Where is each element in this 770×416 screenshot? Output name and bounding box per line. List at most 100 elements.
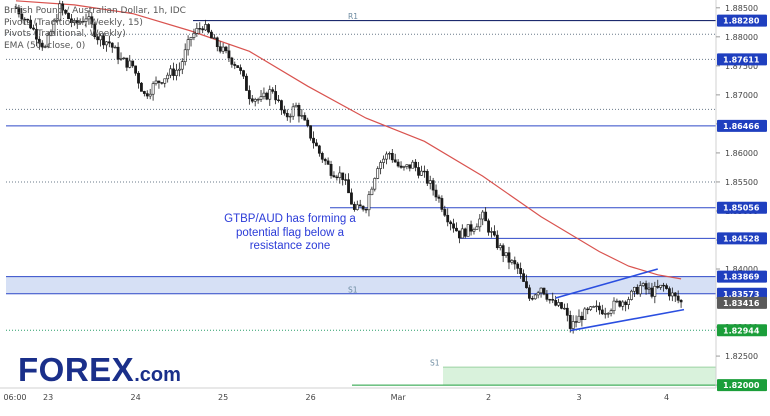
candle-body-178	[533, 294, 537, 300]
candle-body-193	[577, 315, 581, 323]
candle-body-182	[545, 293, 549, 300]
level-label-0: R1	[348, 12, 358, 21]
candle-body-161	[484, 211, 488, 222]
candle-body-119	[361, 205, 365, 210]
candle-body-212	[633, 286, 636, 292]
candle-body-82	[253, 99, 257, 102]
candle-body-14	[55, 20, 59, 22]
candle-body-162	[487, 220, 490, 233]
candle-body-211	[630, 290, 633, 300]
candle-body-199	[595, 305, 598, 308]
candle-body-59	[186, 39, 190, 51]
candle-body-185	[554, 299, 558, 306]
candle-body-198	[592, 306, 595, 308]
chart-annotation: GTBP/AUD has forming a potential flag be…	[200, 213, 380, 254]
candle-body-10	[43, 46, 47, 48]
candle-body-89	[274, 91, 278, 101]
logo-suffix: .com	[134, 364, 181, 386]
candle-body-93	[285, 112, 289, 118]
price-label-7: 1.83416	[723, 299, 760, 308]
candle-body-26	[90, 16, 94, 25]
candle-body-47	[151, 83, 155, 95]
candle-body-0	[14, 7, 18, 9]
price-label-bg-1	[717, 53, 767, 66]
candle-body-38	[125, 57, 129, 68]
candle-body-78	[242, 70, 245, 77]
candle-body-111	[338, 172, 342, 178]
candle-body-85	[262, 92, 266, 97]
candle-body-118	[358, 204, 362, 207]
candle-body-95	[291, 106, 295, 117]
candle-body-140	[422, 170, 426, 173]
candle-body-112	[341, 172, 345, 180]
candle-body-151	[455, 227, 458, 232]
candle-body-8	[37, 38, 41, 44]
candle-body-174	[522, 273, 525, 282]
candle-body-206	[615, 300, 619, 303]
candle-body-129	[390, 152, 394, 161]
candle-body-57	[180, 61, 184, 70]
candle-body-226	[673, 292, 677, 297]
candle-body-68	[212, 37, 216, 39]
candle-body-104	[317, 145, 321, 154]
candle-body-7	[35, 28, 38, 40]
candle-body-18	[67, 12, 70, 20]
candle-body-31	[105, 41, 108, 46]
candle-body-214	[638, 285, 642, 295]
candle-body-24	[84, 18, 88, 22]
candle-body-217	[647, 287, 651, 290]
candle-body-184	[551, 299, 555, 301]
candle-body-35	[116, 46, 120, 60]
candle-body-145	[437, 196, 441, 199]
candle-body-48	[154, 80, 158, 84]
candle-body-200	[598, 305, 601, 311]
candle-body-225	[670, 292, 674, 297]
candle-body-165	[495, 234, 499, 249]
candle-body-124	[376, 168, 380, 179]
candle-body-2	[20, 13, 24, 20]
candle-body-221	[659, 284, 663, 288]
candle-body-109	[332, 175, 336, 178]
candle-body-176	[527, 287, 531, 299]
candle-body-219	[653, 285, 657, 297]
x-tick-label-4: 26	[306, 393, 316, 402]
candle-body-50	[160, 82, 164, 84]
annotation-line-2: potential flag below a	[235, 226, 345, 239]
candle-body-186	[557, 302, 560, 306]
candle-body-15	[58, 3, 62, 21]
candle-body-99	[303, 115, 307, 121]
candle-body-228	[679, 299, 683, 303]
logo-wordmark: FOREX	[18, 351, 135, 388]
candle-body-215	[641, 283, 645, 286]
candle-body-46	[148, 93, 152, 97]
candle-body-33	[110, 42, 114, 48]
candle-body-69	[215, 37, 219, 47]
candle-body-3	[23, 18, 27, 21]
candle-body-49	[157, 80, 161, 83]
candle-body-218	[650, 287, 654, 297]
candle-body-190	[568, 315, 572, 329]
y-tick-label-5: 1.86000	[725, 149, 758, 158]
candle-body-216	[644, 283, 648, 290]
forex-logo: FOREX.com	[18, 351, 181, 389]
candle-body-17	[64, 9, 67, 14]
candle-body-12	[49, 31, 53, 36]
y-tick-label-1: 1.88000	[725, 33, 758, 42]
x-tick-label-1: 23	[43, 393, 53, 402]
candle-body-20	[72, 20, 76, 23]
candle-body-207	[618, 300, 622, 307]
candle-body-106	[323, 158, 327, 162]
candle-body-132	[399, 165, 403, 168]
candle-body-88	[271, 89, 275, 92]
candle-body-227	[676, 295, 680, 301]
candle-body-9	[40, 42, 44, 48]
x-tick-label-5: Mar	[391, 393, 407, 402]
candle-body-61	[192, 33, 196, 38]
candle-body-103	[315, 142, 318, 147]
candle-body-117	[355, 204, 359, 210]
candle-body-101	[309, 125, 313, 139]
candle-body-42	[137, 72, 140, 84]
candle-body-127	[385, 153, 388, 160]
